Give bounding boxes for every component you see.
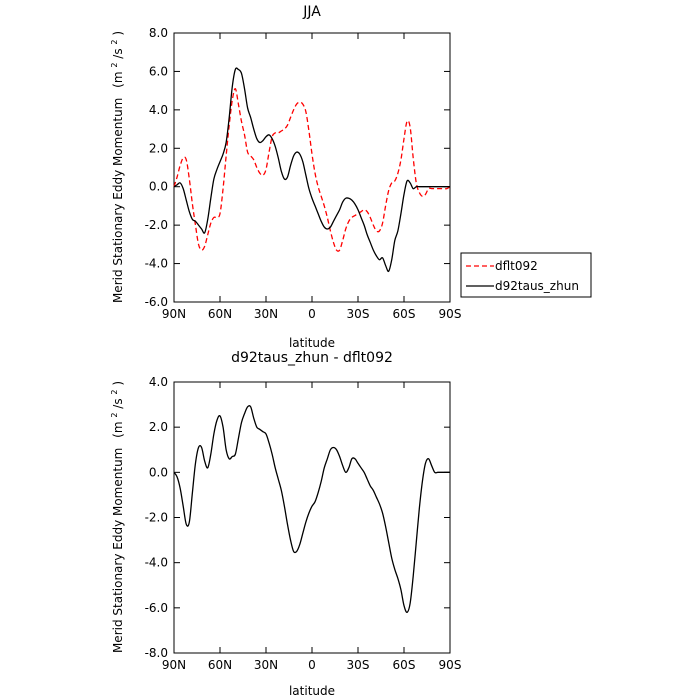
bottom-x-tick-label: 30N — [254, 658, 278, 672]
bottom-plot-frame — [173, 381, 451, 654]
top-y-tick-label: -2.0 — [145, 218, 168, 232]
top-x-tick-label: 60N — [208, 307, 232, 321]
top-x-tick-label: 60S — [393, 307, 416, 321]
bottom-y-tick-label: 2.0 — [149, 420, 168, 434]
bottom-y-axis-label-main: Merid Stationary Eddy Momentum — [111, 448, 125, 653]
bottom-y-axis-unit-exp1: 2 — [110, 413, 119, 418]
bottom-y-axis-unit-end: ) — [111, 381, 125, 386]
bottom-y-tick-label: 4.0 — [149, 375, 168, 389]
bottom-y-axis-label: Merid Stationary Eddy Momentum (m 2 /s 2… — [106, 381, 125, 653]
bottom-x-tick-label: 60S — [393, 658, 416, 672]
top-y-axis-unit-mid: /s — [111, 48, 125, 58]
legend-d92taus-zhun-label: d92taus_zhun — [495, 279, 579, 293]
top-x-ticks: 90N 60N 30N 0 30S 60S 90S — [162, 33, 462, 321]
legend: dflt092 d92taus_zhun — [460, 252, 592, 298]
bottom-panel-title: d92taus_zhun - dflt092 — [231, 350, 393, 366]
legend-box — [460, 252, 592, 298]
bottom-y-tick-label: 0.0 — [149, 465, 168, 479]
top-y-axis-label: Merid Stationary Eddy Momentum (m 2 /s 2… — [106, 31, 125, 303]
bottom-series-line-difference — [173, 405, 450, 613]
top-y-tick-label: 8.0 — [149, 26, 168, 40]
bottom-y-ticks: -8.0 -6.0 -4.0 -2.0 0.0 2.0 4.0 — [145, 375, 450, 660]
top-plot-frame — [173, 32, 451, 303]
top-panel-title: JJA — [302, 4, 321, 20]
top-y-axis-unit-exp2: 2 — [110, 39, 119, 44]
top-series-lines — [173, 67, 451, 273]
top-series-line-d92taus-zhun — [173, 67, 450, 273]
bottom-y-axis-unit-mid: /s — [111, 398, 125, 408]
bottom-x-tick-label: 0 — [308, 658, 316, 672]
bottom-panel: d92taus_zhun - dflt092 -8.0 -6.0 -4.0 -2.0 0… — [106, 350, 462, 698]
top-y-ticks: -6.0 -4.0 -2.0 0.0 2.0 4.0 6.0 8.0 — [145, 26, 450, 309]
legend-dflt092-label: dflt092 — [495, 259, 538, 273]
bottom-series-lines — [173, 405, 450, 613]
top-x-tick-label: 30S — [347, 307, 370, 321]
top-y-axis-unit-end: ) — [111, 31, 125, 36]
bottom-y-tick-label: -2.0 — [145, 511, 168, 525]
bottom-x-tick-label: 60N — [208, 658, 232, 672]
top-series-line-dflt092 — [173, 88, 451, 252]
bottom-x-ticks: 90N 60N 30N 0 30S 60S 90S — [162, 382, 462, 672]
bottom-y-tick-label: -6.0 — [145, 601, 168, 615]
bottom-x-tick-label: 30S — [347, 658, 370, 672]
top-y-axis-unit-exp1: 2 — [110, 63, 119, 68]
top-x-axis-label: latitude — [289, 336, 335, 350]
bottom-y-axis-unit-exp2: 2 — [110, 389, 119, 394]
top-panel: JJA -6.0 -4.0 -2.0 0.0 2.0 4.0 6.0 8.0 90N 60N 30… — [106, 4, 462, 350]
top-x-tick-label: 90N — [162, 307, 186, 321]
top-y-tick-label: 2.0 — [149, 141, 168, 155]
top-y-axis-label-main: Merid Stationary Eddy Momentum — [111, 98, 125, 303]
bottom-y-axis-unit-base: (m — [111, 421, 125, 437]
top-x-tick-label: 30N — [254, 307, 278, 321]
top-y-tick-label: 6.0 — [149, 64, 168, 78]
top-y-tick-label: 0.0 — [149, 180, 168, 194]
top-y-tick-label: -4.0 — [145, 257, 168, 271]
top-y-tick-label: -6.0 — [145, 295, 168, 309]
bottom-x-axis-label: latitude — [289, 684, 335, 698]
top-x-tick-label: 90S — [439, 307, 462, 321]
bottom-x-tick-label: 90N — [162, 658, 186, 672]
top-y-axis-unit-base: (m — [111, 71, 125, 87]
top-x-tick-label: 0 — [308, 307, 316, 321]
bottom-y-tick-label: -8.0 — [145, 646, 168, 660]
top-y-tick-label: 4.0 — [149, 103, 168, 117]
bottom-y-tick-label: -4.0 — [145, 556, 168, 570]
bottom-x-tick-label: 90S — [439, 658, 462, 672]
